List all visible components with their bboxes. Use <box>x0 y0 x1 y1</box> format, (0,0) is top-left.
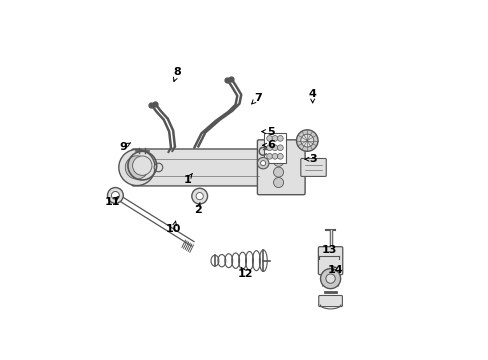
Circle shape <box>266 153 272 159</box>
FancyBboxPatch shape <box>132 149 264 186</box>
Circle shape <box>271 135 277 141</box>
Text: 14: 14 <box>327 265 343 275</box>
Circle shape <box>196 193 203 200</box>
Circle shape <box>132 156 152 175</box>
Circle shape <box>260 161 265 166</box>
Circle shape <box>296 130 317 151</box>
Circle shape <box>273 156 283 166</box>
Text: 11: 11 <box>105 197 121 207</box>
FancyBboxPatch shape <box>318 296 342 307</box>
Text: 4: 4 <box>308 89 316 99</box>
Text: 2: 2 <box>194 206 202 216</box>
Text: 6: 6 <box>267 140 275 150</box>
Circle shape <box>300 134 313 147</box>
Text: 1: 1 <box>183 175 191 185</box>
Text: 5: 5 <box>267 127 275 136</box>
Text: 9: 9 <box>119 142 127 152</box>
Circle shape <box>273 145 283 156</box>
Circle shape <box>277 145 283 150</box>
Text: 10: 10 <box>166 225 181 234</box>
FancyBboxPatch shape <box>257 140 305 195</box>
Circle shape <box>273 177 283 188</box>
Circle shape <box>271 145 277 150</box>
Text: 7: 7 <box>254 93 262 103</box>
FancyBboxPatch shape <box>300 158 325 176</box>
Text: 12: 12 <box>237 269 253 279</box>
Circle shape <box>271 153 277 159</box>
Circle shape <box>273 167 283 177</box>
Circle shape <box>107 188 123 203</box>
Circle shape <box>154 163 163 172</box>
Text: 13: 13 <box>322 245 337 255</box>
Circle shape <box>191 188 207 204</box>
Circle shape <box>266 135 272 141</box>
Circle shape <box>277 153 283 159</box>
FancyBboxPatch shape <box>318 247 342 275</box>
FancyBboxPatch shape <box>264 133 285 163</box>
Circle shape <box>266 145 272 150</box>
Text: 3: 3 <box>309 154 317 164</box>
Circle shape <box>111 192 119 199</box>
Circle shape <box>125 156 148 179</box>
Circle shape <box>325 274 335 283</box>
Circle shape <box>119 149 155 185</box>
Circle shape <box>257 157 268 169</box>
Circle shape <box>320 269 340 289</box>
Circle shape <box>277 135 283 141</box>
Text: 8: 8 <box>173 67 181 77</box>
